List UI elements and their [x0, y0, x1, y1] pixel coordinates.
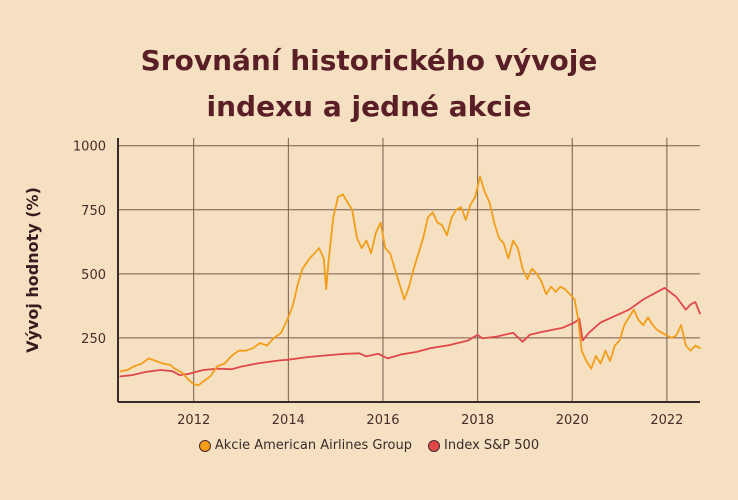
- legend-label-sp500: Index S&P 500: [444, 438, 540, 453]
- grid-lines: [118, 138, 700, 402]
- y-tick-label: 750: [81, 204, 106, 219]
- series-line-american-airlines: [119, 175, 701, 387]
- x-tick-label: 2020: [556, 413, 589, 428]
- x-tick-labels: 2012 2014 2016 2018 2020 2022: [177, 413, 683, 428]
- y-tick-label: 250: [81, 332, 106, 347]
- legend-swatch-american-airlines: [198, 439, 211, 452]
- series-line-sp500: [119, 287, 701, 378]
- legend: Akcie American Airlines Group Index S&P …: [0, 438, 738, 453]
- legend-label-american-airlines: Akcie American Airlines Group: [214, 438, 412, 453]
- y-tick-labels: 250 500 750 1000: [73, 140, 106, 347]
- x-tick-label: 2012: [177, 413, 210, 428]
- legend-item-american-airlines: Akcie American Airlines Group: [198, 438, 412, 453]
- chart-title: Srovnání historického vývoje indexu a je…: [0, 38, 738, 130]
- x-tick-label: 2022: [650, 413, 683, 428]
- chart-title-line-2: indexu a jedné akcie: [206, 90, 532, 123]
- legend-item-sp500: Index S&P 500: [428, 438, 539, 453]
- x-tick-label: 2014: [272, 413, 305, 428]
- y-axis-label: Vývoj hodnoty (%): [23, 187, 42, 353]
- y-tick-label: 500: [81, 268, 106, 283]
- x-tick-label: 2018: [461, 413, 494, 428]
- chart-title-line-1: Srovnání historického vývoje: [140, 44, 598, 77]
- series-layer: [119, 175, 701, 387]
- x-tick-label: 2016: [366, 413, 399, 428]
- legend-swatch-sp500: [428, 439, 440, 452]
- y-tick-label: 1000: [73, 140, 106, 155]
